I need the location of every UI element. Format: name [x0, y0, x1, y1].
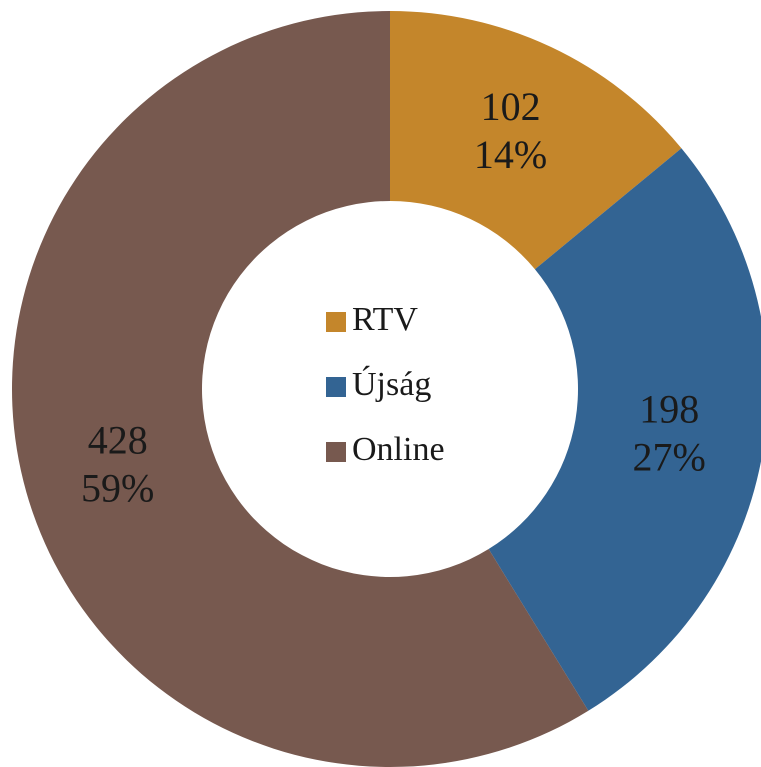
legend-swatch [326, 312, 346, 332]
data-label-value: 102 [481, 84, 541, 129]
donut-slice [488, 148, 761, 711]
data-label-value: 198 [639, 386, 699, 431]
donut-slice [11, 11, 589, 767]
legend-swatch [326, 442, 346, 462]
data-label-percent: 59% [81, 465, 154, 510]
data-label-percent: 27% [633, 434, 706, 479]
donut-slice [390, 11, 682, 270]
legend-label: Online [352, 431, 445, 468]
legend-swatch [326, 377, 346, 397]
legend-label: RTV [352, 301, 418, 338]
data-label-value: 428 [88, 417, 148, 462]
legend-label: Újság [352, 365, 431, 403]
data-label-percent: 14% [474, 132, 547, 177]
